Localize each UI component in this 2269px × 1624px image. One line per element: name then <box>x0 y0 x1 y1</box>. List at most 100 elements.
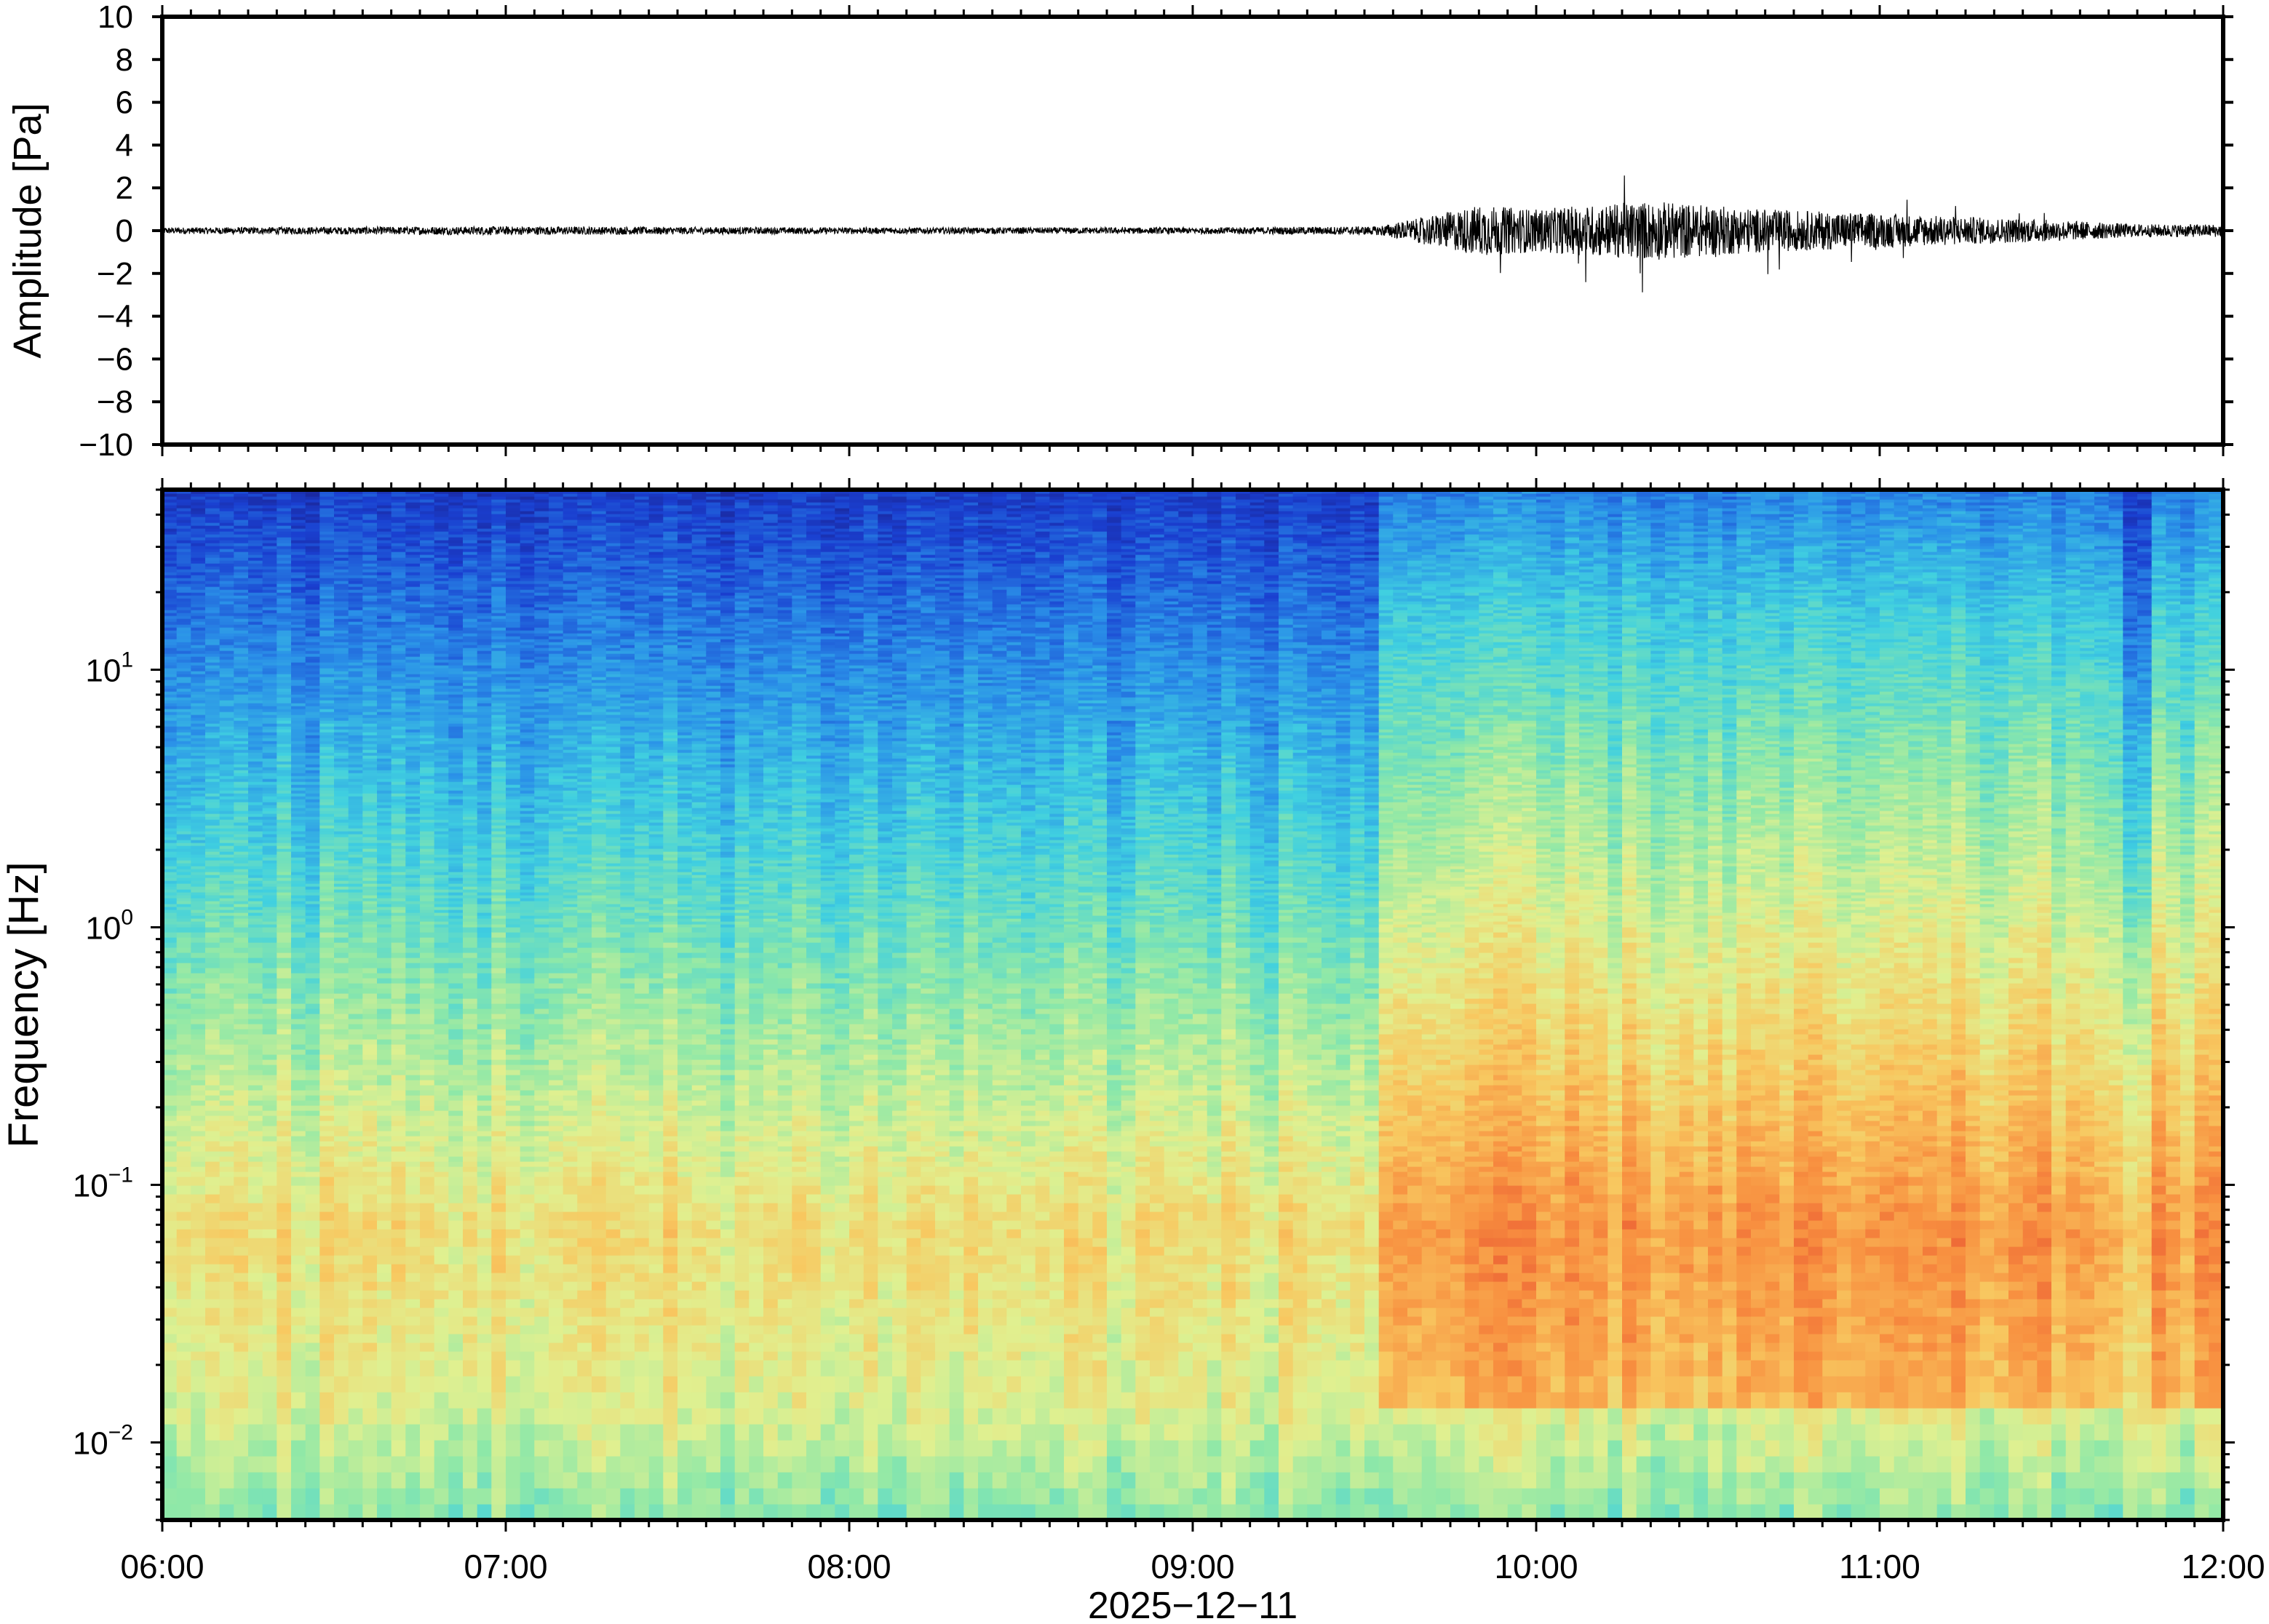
spectrogram-cell <box>319 496 335 500</box>
spectrogram-cell <box>319 1100 335 1106</box>
spectrogram-cell <box>262 958 278 963</box>
spectrogram-cell <box>434 688 450 692</box>
spectrogram-cell <box>377 1392 392 1409</box>
spectrogram-cell <box>334 502 349 506</box>
spectrogram-cell <box>176 511 192 514</box>
spectrogram-cell <box>205 1392 220 1409</box>
spectrogram-cell <box>234 531 249 535</box>
spectrogram-cell <box>448 1105 464 1111</box>
spectrogram-cell <box>319 947 335 953</box>
spectrogram-cell <box>248 843 263 846</box>
spectrogram-cell <box>348 1121 364 1126</box>
spectrogram-cell <box>277 912 292 916</box>
spectrogram-cell <box>334 493 349 497</box>
spectrogram-cell <box>362 845 378 849</box>
spectrogram-cell <box>420 1105 435 1111</box>
spectrogram-cell <box>248 886 263 890</box>
spectrogram-cell <box>162 796 178 800</box>
spectrogram-cell <box>262 863 278 867</box>
spectrogram-cell <box>248 1070 263 1075</box>
spectrogram-cell <box>176 895 192 899</box>
spectrogram-cell <box>377 863 392 867</box>
spectrogram-cell <box>405 825 421 829</box>
spectrogram-cell <box>405 932 421 938</box>
spectrogram-cell <box>162 790 178 794</box>
spectrogram-cell <box>434 1146 450 1152</box>
spectrogram-cell <box>305 843 321 846</box>
spectrogram-cell <box>248 1376 263 1393</box>
spectrogram-cell <box>176 875 192 878</box>
spectrogram-cell <box>362 1351 378 1361</box>
spectrogram-cell <box>319 816 335 820</box>
spectrogram-cell <box>291 738 306 741</box>
spectrogram-cell <box>291 819 306 823</box>
spectrogram-cell <box>191 767 206 771</box>
spectrogram-cell <box>319 691 335 695</box>
spectrogram-cell <box>291 1105 306 1111</box>
spectrogram-cell <box>362 988 378 994</box>
spectrogram-cell <box>391 723 407 727</box>
spectrogram-cell <box>334 616 349 619</box>
spectrogram-cell <box>391 773 407 776</box>
spectrogram-cell <box>334 787 349 791</box>
spectrogram-cell <box>334 1014 349 1019</box>
spectrogram-cell <box>291 1440 306 1457</box>
spectrogram-cell <box>448 1110 464 1116</box>
spectrogram-cell <box>162 540 178 544</box>
spectrogram-cell <box>176 738 192 741</box>
spectrogram-cell <box>305 799 321 803</box>
spectrogram-cell <box>348 514 364 517</box>
spectrogram-cell <box>448 677 464 680</box>
spectrogram-cell <box>405 898 421 901</box>
spectrogram-cell <box>377 1161 392 1167</box>
spectrogram-cell <box>305 604 321 608</box>
spectrogram-cell <box>191 723 206 727</box>
spectrogram-cell <box>334 831 349 835</box>
spectrogram-cell <box>162 1325 178 1334</box>
spectrogram-cell <box>348 624 364 628</box>
spectrogram-cell <box>319 1095 335 1101</box>
spectrogram-cell <box>219 921 235 925</box>
spectrogram-cell <box>377 880 392 884</box>
spectrogram-cell <box>191 924 206 928</box>
spectrogram-cell <box>420 901 435 904</box>
spectrogram-cell <box>277 490 292 494</box>
spectrogram-cell <box>205 796 220 800</box>
spectrogram-cell <box>305 912 321 916</box>
spectrogram-cell <box>334 566 349 570</box>
spectrogram-cell <box>319 650 335 654</box>
spectrogram-cell <box>377 1064 392 1070</box>
spectrogram-cell <box>377 1136 392 1142</box>
spectrogram-cell <box>334 889 349 893</box>
spectrogram-cell <box>391 586 407 590</box>
spectrogram-cell <box>191 988 206 994</box>
spectrogram-cell <box>420 697 435 701</box>
spectrogram-cell <box>219 825 235 829</box>
spectrogram-cell <box>176 607 192 610</box>
spectrogram-cell <box>234 813 249 817</box>
spectrogram-cell <box>205 656 220 660</box>
spectrogram-cell <box>205 723 220 727</box>
spectrogram-cell <box>277 813 292 817</box>
spectrogram-cell <box>362 848 378 852</box>
spectrogram-cell <box>162 1121 178 1126</box>
spectrogram-cell <box>162 610 178 613</box>
spectrogram-cell <box>205 860 220 864</box>
spectrogram-cell <box>262 907 278 910</box>
spectrogram-cell <box>405 1220 421 1230</box>
spectrogram-cell <box>277 834 292 837</box>
spectrogram-cell <box>420 1273 435 1282</box>
spectrogram-cell <box>277 1064 292 1070</box>
spectrogram-cell <box>191 1360 206 1377</box>
spectrogram-cell <box>434 598 450 602</box>
spectrogram-cell <box>262 589 278 593</box>
spectrogram-cell <box>405 715 421 718</box>
spectrogram-cell <box>319 942 335 948</box>
spectrogram-cell <box>205 1080 220 1086</box>
spectrogram-cell <box>348 607 364 610</box>
spectrogram-cell <box>277 729 292 733</box>
spectrogram-cell <box>191 1255 206 1265</box>
spectrogram-cell <box>405 682 421 686</box>
spectrogram-cell <box>305 767 321 771</box>
spectrogram-cell <box>319 581 335 584</box>
